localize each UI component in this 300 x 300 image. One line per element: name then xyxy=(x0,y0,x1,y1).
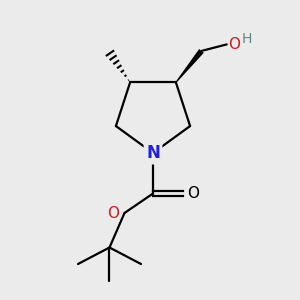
Text: H: H xyxy=(242,32,252,46)
Text: N: N xyxy=(146,144,160,162)
Text: O: O xyxy=(188,186,200,201)
Text: O: O xyxy=(228,37,240,52)
Polygon shape xyxy=(176,49,204,83)
Text: O: O xyxy=(107,206,119,220)
